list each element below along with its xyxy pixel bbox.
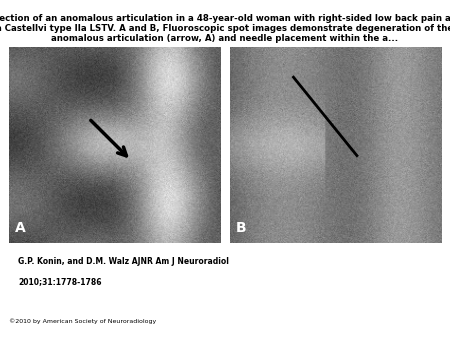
Text: ©2010 by American Society of Neuroradiology: ©2010 by American Society of Neuroradiol… xyxy=(9,319,156,324)
Text: B: B xyxy=(235,221,246,235)
Text: 2010;31:1778-1786: 2010;31:1778-1786 xyxy=(18,277,102,286)
Text: Injection of an anomalous articulation in a 48-year-old woman with right-sided l: Injection of an anomalous articulation i… xyxy=(0,14,450,43)
Text: AMERICAN JOURNAL OF NEURORADIOLOGY: AMERICAN JOURNAL OF NEURORADIOLOGY xyxy=(291,311,402,316)
Text: G.P. Konin, and D.M. Walz AJNR Am J Neuroradiol: G.P. Konin, and D.M. Walz AJNR Am J Neur… xyxy=(18,257,229,266)
Text: AJNR: AJNR xyxy=(305,273,388,300)
Text: A: A xyxy=(15,221,26,235)
